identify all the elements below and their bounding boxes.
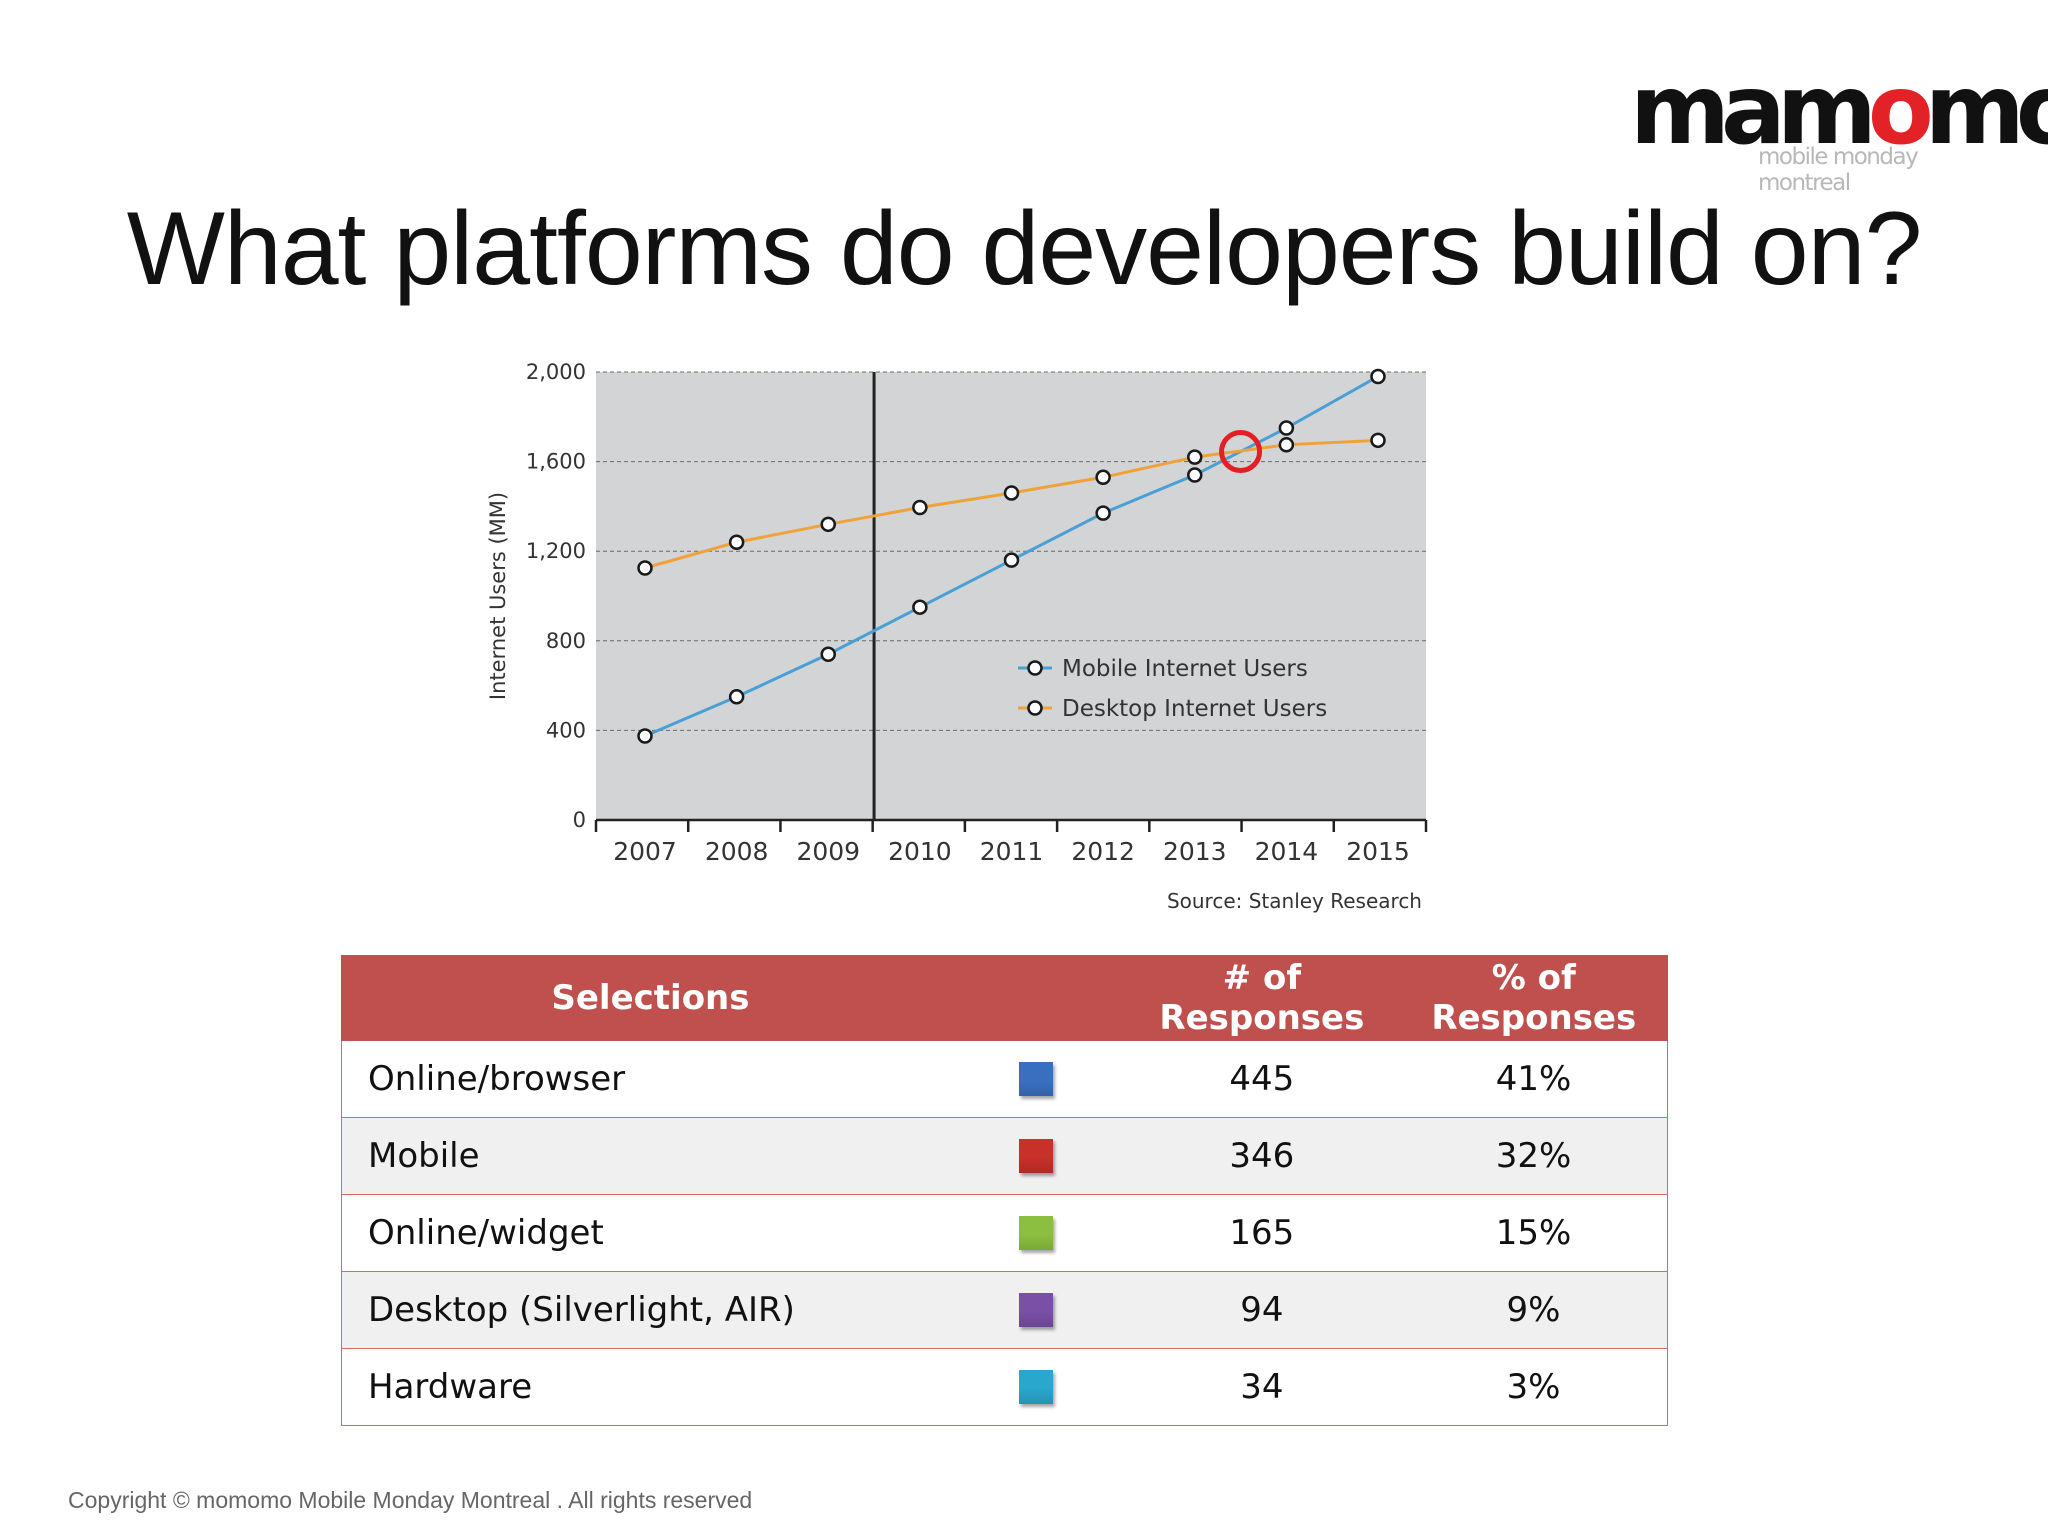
row-count: 346	[1123, 1117, 1401, 1195]
x-tick-label: 2009	[796, 837, 860, 866]
chart-source: Source: Stanley Research	[1167, 889, 1422, 913]
x-tick-label: 2008	[705, 837, 769, 866]
logo-wordmark: mamomo	[1630, 54, 2048, 166]
row-swatch-cell	[959, 1040, 1124, 1118]
data-point	[820, 516, 836, 533]
legend-marker	[1027, 660, 1043, 676]
data-point	[728, 689, 745, 705]
logo-subtitle: mobile monday montreal	[1758, 144, 1919, 196]
color-swatch	[1019, 1370, 1054, 1404]
row-percent: 15%	[1400, 1194, 1669, 1272]
table-row: Hardware 34 3%	[341, 1348, 1669, 1426]
x-tick-label: 2011	[980, 837, 1044, 866]
x-tick-label: 2015	[1346, 837, 1410, 866]
row-swatch-cell	[959, 1348, 1124, 1426]
row-swatch-cell	[959, 1271, 1124, 1349]
y-tick-label: 1,600	[526, 450, 586, 474]
row-count: 165	[1123, 1194, 1401, 1272]
legend-label: Desktop Internet Users	[1062, 696, 1327, 722]
table-row: Online/browser 445 41%	[341, 1040, 1669, 1118]
x-tick-label: 2013	[1163, 837, 1227, 866]
legend-label: Mobile Internet Users	[1062, 656, 1308, 682]
data-point	[1370, 368, 1386, 385]
y-tick-label: 1,200	[526, 539, 586, 563]
data-point	[820, 646, 836, 662]
color-swatch	[1019, 1216, 1054, 1250]
table-row: Desktop (Silverlight, AIR) 94 9%	[341, 1271, 1669, 1349]
data-point	[912, 499, 928, 516]
data-point	[1095, 505, 1111, 521]
header-selections: Selections	[341, 955, 960, 1041]
legend: Mobile Internet Users Desktop Internet Us…	[1018, 656, 1327, 722]
x-tick-label: 2012	[1071, 837, 1135, 866]
header-swatch	[958, 955, 1125, 1041]
data-point	[1278, 420, 1295, 436]
data-point	[912, 599, 928, 615]
data-point	[1003, 485, 1020, 501]
header-response-count: # of Responses	[1123, 955, 1401, 1041]
x-tick-label: 2007	[613, 837, 677, 866]
data-point	[1187, 449, 1203, 465]
data-point	[1278, 437, 1295, 453]
row-percent: 32%	[1400, 1117, 1669, 1195]
row-percent: 9%	[1400, 1271, 1669, 1349]
row-label: Desktop (Silverlight, AIR)	[341, 1271, 960, 1349]
row-label: Online/browser	[341, 1040, 960, 1118]
row-swatch-cell	[959, 1194, 1124, 1272]
color-swatch	[1019, 1293, 1054, 1327]
row-percent: 3%	[1400, 1348, 1669, 1426]
row-count: 94	[1123, 1271, 1401, 1349]
row-label: Online/widget	[341, 1194, 960, 1272]
platform-responses-table: Selections # of Responses % of Responses O…	[341, 955, 1669, 1426]
y-tick-label: 2,000	[526, 360, 586, 384]
data-point	[1187, 467, 1203, 483]
slide-title: What platforms do developers build on?	[126, 191, 1923, 307]
color-swatch	[1019, 1062, 1054, 1096]
data-point	[637, 728, 653, 744]
y-tick-label: 800	[546, 629, 586, 653]
row-swatch-cell	[959, 1117, 1124, 1195]
table-row: Online/widget 165 15%	[341, 1194, 1669, 1272]
legend-marker	[1027, 700, 1043, 716]
momomo-logo: mamomo mobile monday montreal	[1630, 62, 2048, 196]
row-label: Hardware	[341, 1348, 960, 1426]
x-tick-label: 2014	[1255, 837, 1319, 866]
row-count: 445	[1123, 1040, 1401, 1118]
logo-red-o: o	[1867, 54, 1934, 166]
row-percent: 41%	[1400, 1040, 1669, 1118]
y-axis-label: Internet Users (MM)	[486, 492, 510, 700]
table-row: Mobile 346 32%	[341, 1117, 1669, 1195]
x-tick-label: 2010	[888, 837, 952, 866]
data-point	[1095, 469, 1111, 486]
row-count: 34	[1123, 1348, 1401, 1426]
plot-area	[596, 372, 1426, 820]
copyright-footer: Copyright © momomo Mobile Monday Montrea…	[68, 1487, 753, 1513]
internet-users-line-chart: 0 400 800 1,200 1,600 2,000 2007 2008 2009 2010 20…	[486, 360, 1428, 913]
y-tick-label: 0	[573, 808, 586, 832]
data-point	[1003, 552, 1020, 568]
data-point	[1370, 432, 1386, 449]
table-header-row: Selections # of Responses % of Responses	[341, 955, 1669, 1041]
header-response-percent: % of Responses	[1399, 955, 1669, 1041]
data-point	[728, 534, 745, 550]
y-tick-label: 400	[546, 718, 586, 742]
data-point	[637, 560, 653, 576]
crossover-marker	[1219, 430, 1263, 474]
color-swatch	[1019, 1139, 1054, 1173]
row-label: Mobile	[341, 1117, 960, 1195]
